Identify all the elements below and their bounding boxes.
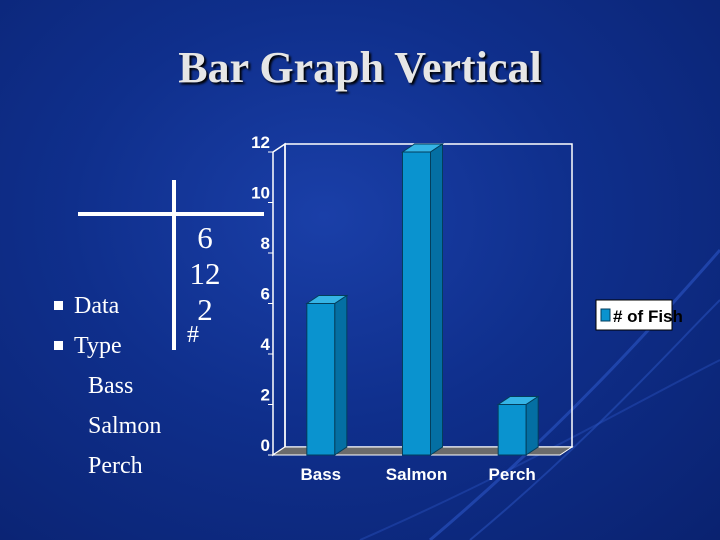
x-category-label: Perch [489, 465, 536, 484]
legend-swatch [600, 308, 611, 322]
t-chart-value: 2 [197, 292, 213, 327]
bullet-square-icon [54, 301, 63, 310]
bar-side-salmon [430, 143, 443, 456]
bar-bass [306, 303, 336, 456]
t-chart-value: 6 [197, 220, 213, 255]
bar-side-bass [334, 294, 348, 456]
bullet-label: Type [74, 333, 122, 359]
t-chart-horizontal-line [78, 212, 264, 216]
bullet-label: Data [74, 293, 120, 319]
y-tick-label: 2 [261, 386, 270, 405]
y-tick-label: 6 [261, 285, 270, 304]
y-tick-label: 10 [251, 184, 270, 203]
t-chart-vertical-line [172, 180, 176, 350]
y-tick-label: 12 [251, 133, 270, 152]
bullet-square-icon [54, 341, 63, 350]
legend-label: # of Fish [613, 307, 683, 326]
bullet-type: Type [54, 326, 161, 366]
t-chart-values: 6 12 2 [180, 220, 230, 328]
type-salmon: Salmon [88, 413, 162, 439]
type-perch: Perch [88, 453, 143, 479]
y-tick-label: 4 [261, 335, 271, 354]
slide-title: Bar Graph Vertical [178, 43, 542, 92]
x-category-label: Salmon [386, 465, 447, 484]
bullet-data: Data [54, 286, 161, 326]
bar-side-perch [525, 395, 539, 456]
y-tick-label: 0 [261, 436, 270, 455]
t-chart-value: 12 [189, 256, 221, 291]
plot-side-wall [272, 142, 286, 457]
t-chart-symbol: # [187, 322, 199, 348]
type-bass: Bass [88, 373, 134, 399]
bullet-list: Data Type Bass Salmon Perch [54, 286, 161, 486]
bar-salmon [402, 151, 431, 456]
x-category-label: Bass [301, 465, 342, 484]
bar-perch [497, 404, 527, 456]
y-tick-label: 8 [261, 234, 270, 253]
